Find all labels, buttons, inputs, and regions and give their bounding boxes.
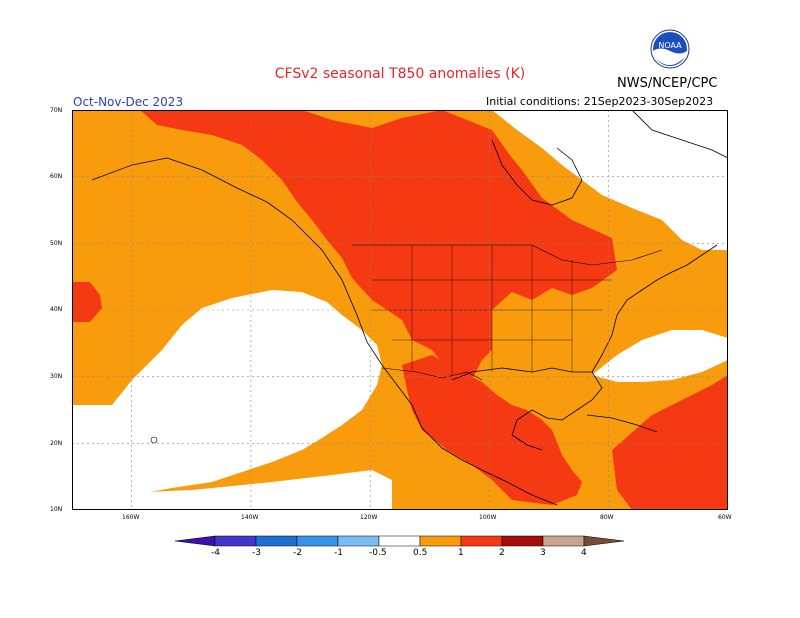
noaa-logo-icon: NOAA	[650, 29, 690, 69]
colorbar-label-neg2: -2	[293, 548, 302, 558]
anomaly-region-neutral-atlantic	[592, 330, 728, 382]
lat-label-50n: 50N	[50, 240, 63, 247]
colorbar-segment-neg1-neg05	[337, 535, 380, 547]
anomaly-region-neutral-pacific	[72, 290, 382, 495]
colorbar-label-neg05: -0.5	[369, 548, 387, 558]
anomaly-region-neutral-northeast	[492, 110, 728, 250]
anomaly-region-red-caribbean	[612, 375, 728, 510]
agency-label: NWS/NCEP/CPC	[617, 76, 718, 91]
colorbar-label-neg1: -1	[334, 548, 343, 558]
map-title: CFSv2 seasonal T850 anomalies (K)	[274, 66, 526, 82]
us-canada-border	[352, 244, 663, 266]
colorbar-label-3: 3	[540, 548, 546, 558]
colorbar	[175, 535, 625, 547]
anomaly-map	[72, 110, 728, 510]
map-frame	[72, 110, 728, 510]
coastline-west	[91, 157, 558, 506]
coastline-greenland	[631, 110, 728, 159]
logo-text: NOAA	[658, 41, 682, 50]
colorbar-label-4: 4	[581, 548, 587, 558]
colorbar-segment-gt-4	[583, 535, 625, 547]
colorbar-segment-neutral	[378, 535, 421, 547]
lat-label-40n: 40N	[50, 306, 63, 313]
initial-conditions-label: Initial conditions: 21Sep2023-30Sep2023	[486, 95, 714, 108]
colorbar-segment-3-4	[542, 535, 585, 547]
lat-label-70n: 70N	[50, 107, 63, 114]
us-mexico-border	[381, 367, 483, 381]
colorbar-segment-2-3	[501, 535, 544, 547]
graticule	[72, 110, 728, 510]
anomaly-region-red-mexico	[402, 355, 582, 505]
hawaii-islands	[150, 436, 158, 444]
coastline-gulf	[451, 367, 603, 451]
colorbar-label-neg3: -3	[252, 548, 261, 558]
lon-label-60w: 60W	[718, 514, 732, 521]
colorbar-segment-neg2-neg1	[296, 535, 339, 547]
lat-label-30n: 30N	[50, 373, 63, 380]
lat-label-10n: 10N	[50, 506, 63, 513]
colorbar-segment-lt-neg4	[175, 535, 216, 547]
anomaly-region-red-pacific	[72, 282, 102, 322]
colorbar-label-2: 2	[499, 548, 505, 558]
coastline-cuba	[586, 414, 658, 433]
colorbar-label-neg4: -4	[211, 548, 220, 558]
lon-label-100w: 100W	[479, 514, 497, 521]
colorbar-segment-neg3-neg2	[255, 535, 298, 547]
coastline-hudson-bay	[491, 139, 583, 206]
lon-label-140w: 140W	[241, 514, 259, 521]
lon-label-160w: 160W	[122, 514, 140, 521]
colorbar-label-05: 0.5	[413, 548, 428, 558]
lon-label-80w: 80W	[600, 514, 614, 521]
colorbar-segment-1-2	[460, 535, 503, 547]
lat-label-20n: 20N	[50, 440, 63, 447]
season-label: Oct-Nov-Dec 2023	[73, 95, 184, 109]
colorbar-label-1: 1	[458, 548, 464, 558]
anomaly-region-neutral-south	[72, 470, 392, 510]
colorbar-segment-neg4-neg3	[214, 535, 257, 547]
colorbar-segment-05-1	[419, 535, 462, 547]
lat-label-60n: 60N	[50, 173, 63, 180]
lon-label-120w: 120W	[360, 514, 378, 521]
